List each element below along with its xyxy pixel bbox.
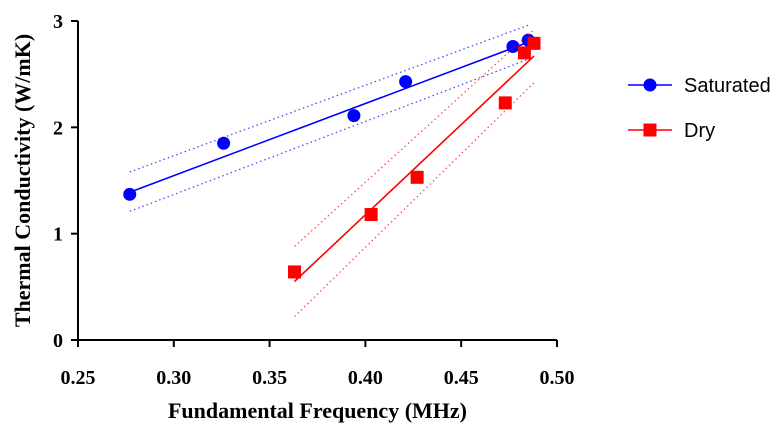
legend-dry-marker [643,123,657,137]
x-axis-title: Fundamental Frequency (MHz) [168,398,467,423]
legend-saturated-label: Saturated [684,75,771,97]
y-tick-label: 3 [53,11,63,33]
saturated-point [217,136,231,150]
dry-point [364,208,378,222]
dry-point [288,265,302,279]
dry-ci-upper-line [294,29,535,247]
legend: Saturated Dry [628,75,771,142]
axes: 0.25 0.30 0.35 0.40 0.45 0.50 0 1 2 3 [53,11,575,389]
saturated-point [399,75,413,89]
plot-area [123,24,541,318]
x-tick-label: 0.40 [348,367,383,389]
saturated-point [123,187,137,201]
dry-point [410,170,424,184]
saturated-point [347,109,361,123]
x-tick-label: 0.30 [156,367,191,389]
x-tick-label: 0.35 [252,367,287,389]
saturated-ci-lower-line [129,58,529,212]
dry-point [498,96,512,110]
y-tick-label: 2 [53,117,63,139]
legend-dry-label: Dry [684,120,715,142]
saturated-fit-line [129,41,529,193]
x-tick-label: 0.25 [61,367,96,389]
y-axis-title: Thermal Conductivity (W/mK) [10,34,35,327]
dry-ci-lower-line [294,82,535,318]
x-tick-label: 0.50 [540,367,575,389]
dry-point [527,36,541,50]
saturated-point [506,40,520,54]
x-tick-label: 0.45 [444,367,479,389]
y-tick-label: 1 [53,224,63,246]
saturated-ci-upper-line [129,24,529,173]
y-tick-label: 0 [53,330,63,352]
legend-saturated-marker [643,78,657,92]
dry-fit-line [293,55,535,283]
